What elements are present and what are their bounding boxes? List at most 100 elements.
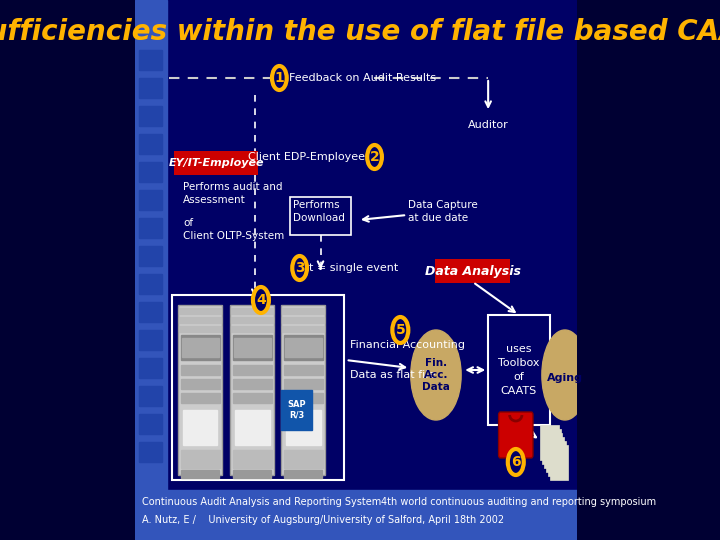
Bar [181, 379, 220, 389]
Bar [139, 106, 162, 126]
Bar [282, 305, 325, 475]
Bar [284, 335, 323, 360]
Bar [139, 50, 162, 70]
Bar [282, 308, 324, 314]
Bar [233, 470, 271, 478]
Text: Aging: Aging [547, 373, 583, 383]
Bar [540, 425, 559, 460]
Text: Auditor: Auditor [468, 120, 508, 130]
Text: Insufficiencies within the use of flat file based CAATS: Insufficiencies within the use of flat f… [0, 18, 720, 46]
Bar [230, 305, 274, 475]
Text: of
Client OLTP-System: of Client OLTP-System [183, 218, 284, 241]
Text: 5: 5 [395, 323, 405, 337]
Bar [139, 134, 162, 154]
Bar [139, 442, 162, 462]
FancyBboxPatch shape [436, 259, 510, 283]
Text: Fin.
Acc.
Data: Fin. Acc. Data [422, 359, 450, 392]
Bar [284, 470, 323, 478]
Bar [488, 315, 549, 425]
Bar [139, 218, 162, 238]
Bar [139, 302, 162, 322]
Bar [135, 490, 577, 540]
Bar [181, 365, 220, 375]
Bar [139, 330, 162, 350]
Ellipse shape [542, 330, 588, 420]
Bar [139, 78, 162, 98]
Bar [542, 429, 561, 464]
Text: 4: 4 [256, 293, 266, 307]
Bar [179, 326, 221, 332]
Bar [549, 445, 568, 480]
Text: Continuous Audit Analysis and Reporting System: Continuous Audit Analysis and Reporting … [143, 497, 382, 507]
Bar [235, 410, 269, 445]
Bar [139, 274, 162, 294]
Text: Data Capture
at due date: Data Capture at due date [408, 200, 478, 223]
Text: uses
Toolbox
of
CAATS: uses Toolbox of CAATS [498, 344, 539, 396]
Bar [139, 358, 162, 378]
Circle shape [272, 66, 287, 90]
Bar [285, 338, 322, 357]
Text: 4th world continuous auditing and reporting symposium: 4th world continuous auditing and report… [381, 497, 656, 507]
Bar [172, 295, 344, 480]
Bar [181, 335, 220, 360]
Text: Data Analysis: Data Analysis [425, 265, 521, 278]
Text: SAP
R/3: SAP R/3 [287, 400, 306, 420]
Bar [548, 441, 566, 476]
Bar [233, 335, 272, 360]
Bar [231, 317, 273, 323]
Text: 3: 3 [294, 261, 305, 275]
Bar [139, 162, 162, 182]
Bar [282, 326, 324, 332]
Text: Feedback on Audit Results: Feedback on Audit Results [289, 73, 436, 83]
Bar [282, 390, 312, 430]
Text: Financial Accounting: Financial Accounting [350, 340, 465, 350]
Text: 6: 6 [511, 455, 521, 469]
Bar [231, 308, 273, 314]
Text: A. Nutz, E /    University of Augsburg/University of Salford, April 18th 2002: A. Nutz, E / University of Augsburg/Univ… [143, 515, 505, 525]
Bar [290, 197, 351, 235]
Circle shape [292, 256, 307, 280]
Text: Performs audit and
Assessment: Performs audit and Assessment [183, 182, 282, 205]
Text: EY/IT-Employee: EY/IT-Employee [168, 158, 264, 168]
Bar [284, 393, 323, 403]
Bar [179, 308, 221, 314]
FancyBboxPatch shape [174, 151, 258, 175]
Bar [181, 450, 220, 468]
Bar [181, 470, 219, 478]
Bar [139, 190, 162, 210]
Circle shape [253, 287, 269, 313]
Bar [183, 410, 217, 445]
Bar [234, 338, 271, 357]
Bar [233, 365, 272, 375]
FancyBboxPatch shape [498, 412, 533, 458]
Text: Client EDP-Employee: Client EDP-Employee [248, 152, 365, 162]
Circle shape [508, 449, 523, 475]
Bar [282, 317, 324, 323]
Text: t = single event: t = single event [310, 263, 399, 273]
Text: 2: 2 [369, 150, 379, 164]
Bar [181, 393, 220, 403]
Text: Data as flat file: Data as flat file [350, 370, 435, 380]
Bar [233, 393, 272, 403]
Text: 1: 1 [274, 71, 284, 85]
Ellipse shape [411, 330, 461, 420]
Circle shape [367, 145, 382, 169]
Bar [139, 246, 162, 266]
Bar [546, 437, 564, 472]
Bar [139, 386, 162, 406]
Bar [181, 338, 219, 357]
Bar [178, 305, 222, 475]
Bar [284, 379, 323, 389]
Bar [139, 414, 162, 434]
Bar [284, 365, 323, 375]
Bar [231, 326, 273, 332]
Bar [284, 450, 323, 468]
Bar [179, 317, 221, 323]
Bar [233, 379, 272, 389]
Bar [233, 450, 272, 468]
Text: Performs
Download: Performs Download [294, 200, 346, 223]
Bar [286, 410, 320, 445]
Circle shape [392, 317, 408, 343]
Bar [544, 433, 562, 468]
Bar [135, 0, 167, 540]
